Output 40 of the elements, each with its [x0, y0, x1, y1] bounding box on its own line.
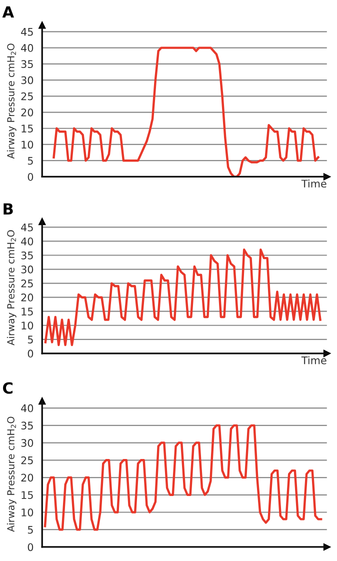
y-tick-label: 0 — [28, 350, 34, 358]
y-tick-label: 15 — [22, 124, 33, 132]
y-tick-label: 25 — [21, 92, 33, 100]
y-tick-label: 35 — [21, 60, 33, 68]
y-tick-label: 5 — [28, 526, 33, 534]
chart-title: A — [2, 6, 14, 18]
x-axis-title: Time — [301, 179, 326, 188]
y-tick-label: 40 — [21, 237, 34, 246]
line-series — [44, 424, 322, 531]
x-axis-title: Time — [301, 356, 326, 364]
y-tick-label: 45 — [21, 28, 33, 36]
y-tick-label: 10 — [22, 322, 34, 330]
y-tick-label: 20 — [21, 294, 34, 302]
y-axis-title: Airway Pressure cmH$_{2}$O — [6, 230, 16, 346]
y-tick-label: 30 — [21, 266, 34, 274]
y-tick-label: 35 — [21, 251, 33, 260]
line-series — [44, 248, 322, 346]
y-tick-label: 5 — [28, 336, 33, 344]
y-tick-label: 10 — [22, 508, 34, 516]
y-axis-title: Airway Pressure cmH$_{2}$O — [6, 416, 16, 532]
y-tick-label: 20 — [21, 108, 34, 116]
chart-title: C — [3, 382, 12, 394]
y-tick-label: 10 — [22, 140, 34, 149]
y-tick-label: 15 — [22, 491, 33, 499]
y-tick-label: 45 — [21, 224, 33, 232]
y-tick-label: 30 — [21, 439, 34, 447]
y-tick-label: 40 — [21, 44, 34, 52]
y-tick-label: 20 — [21, 474, 34, 482]
line-series — [52, 46, 320, 177]
chart-title: B — [4, 203, 13, 214]
y-tick-label: 0 — [28, 172, 34, 181]
y-axis-title: Airway Pressure cmH$_{2}$O — [6, 44, 16, 159]
y-tick-label: 0 — [28, 543, 34, 552]
y-tick-label: 25 — [21, 280, 33, 288]
y-tick-label: 25 — [21, 456, 33, 464]
y-tick-label: 30 — [21, 76, 34, 84]
y-tick-label: 15 — [22, 308, 33, 316]
y-tick-label: 40 — [21, 404, 34, 412]
y-tick-label: 5 — [28, 156, 33, 165]
y-tick-label: 35 — [21, 422, 33, 430]
